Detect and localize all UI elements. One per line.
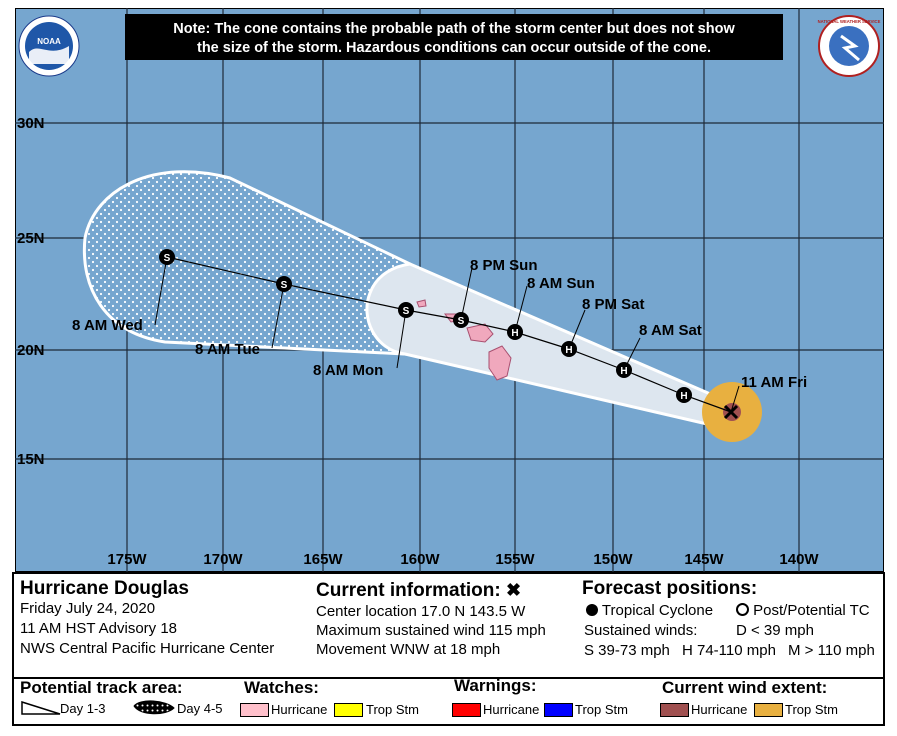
day-1-3-label: Day 1-3 xyxy=(60,701,106,716)
forecast-heading: Forecast positions: xyxy=(582,578,758,599)
svg-text:NATIONAL WEATHER SERVICE: NATIONAL WEATHER SERVICE xyxy=(818,19,881,24)
label-8am-sat: 8 AM Sat xyxy=(639,322,702,339)
lat-label-20n: 20N xyxy=(17,342,45,359)
warn-trop-swatch xyxy=(544,703,573,717)
watch-hurricane-swatch xyxy=(240,703,269,717)
label-8am-tue: 8 AM Tue xyxy=(195,341,260,358)
forecast-point-5: S xyxy=(453,312,469,328)
note-box xyxy=(125,14,783,60)
lon-label-145w: 145W xyxy=(684,551,724,568)
lon-label-175w: 175W xyxy=(107,551,147,568)
current-position-x-icon xyxy=(723,404,739,420)
nws-logo: NATIONAL WEATHER SERVICE xyxy=(818,15,881,77)
max-wind: Maximum sustained wind 115 mph xyxy=(316,622,546,639)
lon-label-155w: 155W xyxy=(495,551,535,568)
storm-key: S 39-73 mph xyxy=(584,642,670,659)
svg-text:S: S xyxy=(403,306,410,317)
wind-extent-heading: Current wind extent: xyxy=(662,678,828,697)
note-line-1: Note: The cone contains the probable pat… xyxy=(173,21,735,37)
wind-trop-swatch xyxy=(754,703,783,717)
tropical-cyclone-key: Tropical Cyclone xyxy=(586,602,713,619)
svg-text:S: S xyxy=(164,253,171,264)
lon-label-170w: 170W xyxy=(203,551,243,568)
svg-text:H: H xyxy=(511,328,518,339)
forecast-point-3: H xyxy=(561,341,577,357)
label-8am-mon: 8 AM Mon xyxy=(313,362,383,379)
watches-heading: Watches: xyxy=(244,678,319,697)
day-4-5-icon xyxy=(133,700,175,715)
forecast-point-2: H xyxy=(616,362,632,378)
lon-label-160w: 160W xyxy=(400,551,440,568)
watch-trop-label: Trop Stm xyxy=(366,702,419,717)
warn-trop-label: Trop Stm xyxy=(575,702,628,717)
day-1-3-icon xyxy=(21,700,61,715)
current-info-heading: Current information: ✖ xyxy=(316,580,522,601)
svg-text:NOAA: NOAA xyxy=(37,37,61,46)
lon-label-150w: 150W xyxy=(593,551,633,568)
wind-hurricane-label: Hurricane xyxy=(691,702,748,717)
wind-hurricane-swatch xyxy=(660,703,689,717)
track-map: H H H H S S S S 1 xyxy=(15,8,884,572)
movement: Movement WNW at 18 mph xyxy=(316,641,501,658)
lat-label-15n: 15N xyxy=(17,451,45,468)
label-current-time: 11 AM Fri xyxy=(741,374,807,391)
x-icon: ✖ xyxy=(506,580,522,600)
svg-text:H: H xyxy=(565,345,572,356)
svg-text:H: H xyxy=(680,391,687,402)
legend-panel: Hurricane Douglas Friday July 24, 2020 1… xyxy=(12,572,885,726)
lon-label-140w: 140W xyxy=(779,551,819,568)
watch-hurricane-label: Hurricane xyxy=(271,702,328,717)
cone-day-4-5 xyxy=(82,170,412,356)
issuing-center: NWS Central Pacific Hurricane Center xyxy=(20,640,275,657)
noaa-logo: NOAA xyxy=(18,15,80,77)
forecast-point-7: S xyxy=(276,276,292,292)
filled-circle-icon xyxy=(586,604,598,616)
label-8am-wed: 8 AM Wed xyxy=(72,317,143,334)
major-hurricane-key: M > 110 mph xyxy=(788,642,875,659)
hurricane-key: H 74-110 mph xyxy=(682,642,776,659)
storm-date: Friday July 24, 2020 xyxy=(20,600,156,617)
wind-trop-label: Trop Stm xyxy=(785,702,838,717)
forecast-point-4: H xyxy=(507,324,523,340)
svg-text:S: S xyxy=(458,316,465,327)
forecast-point-8: S xyxy=(159,249,175,265)
lon-label-165w: 165W xyxy=(303,551,343,568)
post-potential-key: Post/Potential TC xyxy=(736,602,870,619)
svg-text:H: H xyxy=(620,366,627,377)
depression-key: D < 39 mph xyxy=(736,622,814,639)
storm-advisory: 11 AM HST Advisory 18 xyxy=(20,620,178,637)
lat-label-30n: 30N xyxy=(17,115,45,132)
sustained-winds-label: Sustained winds: xyxy=(584,622,698,639)
warnings-heading: Warnings: xyxy=(454,676,537,695)
open-circle-icon xyxy=(736,603,749,616)
track-area-heading: Potential track area: xyxy=(20,678,183,697)
storm-title: Hurricane Douglas xyxy=(20,578,189,599)
svg-text:S: S xyxy=(281,280,288,291)
warn-hurricane-label: Hurricane xyxy=(483,702,540,717)
note-line-2: the size of the storm. Hazardous conditi… xyxy=(197,40,711,56)
watch-trop-swatch xyxy=(334,703,363,717)
label-8pm-sat: 8 PM Sat xyxy=(582,296,645,313)
forecast-point-6: S xyxy=(398,302,414,318)
warn-hurricane-swatch xyxy=(452,703,481,717)
info-row: Hurricane Douglas Friday July 24, 2020 1… xyxy=(14,574,883,679)
lat-label-25n: 25N xyxy=(17,230,45,247)
center-location: Center location 17.0 N 143.5 W xyxy=(316,603,526,620)
label-8am-sun: 8 AM Sun xyxy=(527,275,595,292)
day-4-5-label: Day 4-5 xyxy=(177,701,223,716)
forecast-point-1: H xyxy=(676,387,692,403)
label-8pm-sun: 8 PM Sun xyxy=(470,257,538,274)
